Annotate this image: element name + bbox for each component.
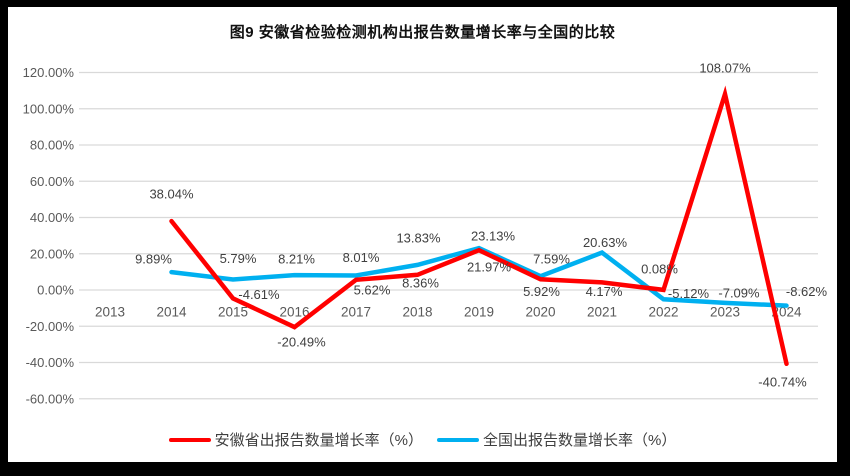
x-axis-tick-label: 2020 — [525, 305, 555, 320]
y-axis-tick-label: 20.00% — [30, 246, 75, 261]
data-label: 21.97% — [467, 260, 512, 275]
y-axis-tick-label: -40.00% — [26, 355, 75, 370]
data-label: 108.07% — [699, 61, 751, 76]
x-axis-tick-label: 2016 — [279, 305, 309, 320]
data-label: 4.17% — [586, 284, 623, 299]
data-label: 13.83% — [396, 230, 441, 245]
data-label: 20.63% — [583, 235, 628, 250]
data-label: 5.79% — [220, 251, 257, 266]
x-axis-tick-label: 2023 — [710, 305, 740, 320]
x-axis-tick-label: 2015 — [218, 305, 248, 320]
chart-plot-area: 120.00% 100.00% 80.00% 60.00% 40.00% 20.00% 0.… — [23, 61, 828, 407]
y-axis-tick-label: 120.00% — [23, 65, 75, 80]
chart-canvas: 图9 安徽省检验检测机构出报告数量增长率与全国的比较 120.00% 100.00… — [8, 7, 837, 462]
legend-label-anhui: 安徽省出报告数量增长率（%） — [214, 432, 423, 449]
data-label: 8.36% — [402, 275, 439, 290]
chart-title: 图9 安徽省检验检测机构出报告数量增长率与全国的比较 — [229, 24, 616, 41]
data-label: -7.09% — [718, 285, 760, 300]
data-label: -8.62% — [786, 284, 828, 299]
data-label: 23.13% — [471, 229, 516, 244]
y-axis-tick-label: 100.00% — [23, 101, 75, 116]
y-axis-tick-label: -20.00% — [26, 319, 75, 334]
data-label: 8.01% — [343, 250, 380, 265]
x-axis-tick-label: 2013 — [95, 305, 125, 320]
data-label: -40.74% — [758, 374, 807, 389]
x-axis-tick-label: 2018 — [402, 305, 432, 320]
legend: 安徽省出报告数量增长率（%） 全国出报告数量增长率（%） — [8, 429, 837, 450]
y-axis-tick-label: 60.00% — [30, 174, 75, 189]
x-axis-tick-label: 2024 — [771, 305, 802, 320]
legend-label-national: 全国出报告数量增长率（%） — [483, 432, 677, 449]
series-line-anhui — [169, 85, 789, 367]
data-label: 0.08% — [641, 261, 678, 276]
data-label: -5.12% — [668, 286, 710, 301]
data-label: -4.61% — [238, 287, 280, 302]
x-axis-tick-label: 2021 — [587, 305, 617, 320]
data-label: 9.89% — [135, 252, 172, 267]
data-label: -20.49% — [277, 335, 326, 350]
x-axis-tick-label: 2017 — [341, 305, 371, 320]
y-axis-tick-label: -60.00% — [26, 391, 75, 406]
data-label: 5.62% — [354, 282, 391, 297]
y-axis-tick-label: 40.00% — [30, 210, 75, 225]
x-axis-tick-label: 2022 — [648, 305, 678, 320]
x-axis-tick-label: 2014 — [156, 305, 187, 320]
data-label: 8.21% — [278, 252, 315, 267]
legend-swatch-national — [437, 437, 479, 442]
legend-item-national[interactable]: 全国出报告数量增长率（%） — [437, 429, 676, 450]
data-label: 5.92% — [523, 284, 560, 299]
data-label: 38.04% — [149, 187, 194, 202]
y-axis-tick-label: 0.00% — [37, 283, 74, 298]
legend-swatch-anhui — [168, 437, 211, 442]
legend-item-anhui[interactable]: 安徽省出报告数量增长率（%） — [168, 429, 423, 450]
y-axis-tick-label: 80.00% — [30, 138, 75, 153]
data-label: 7.59% — [533, 252, 570, 267]
x-axis-tick-label: 2019 — [464, 305, 494, 320]
